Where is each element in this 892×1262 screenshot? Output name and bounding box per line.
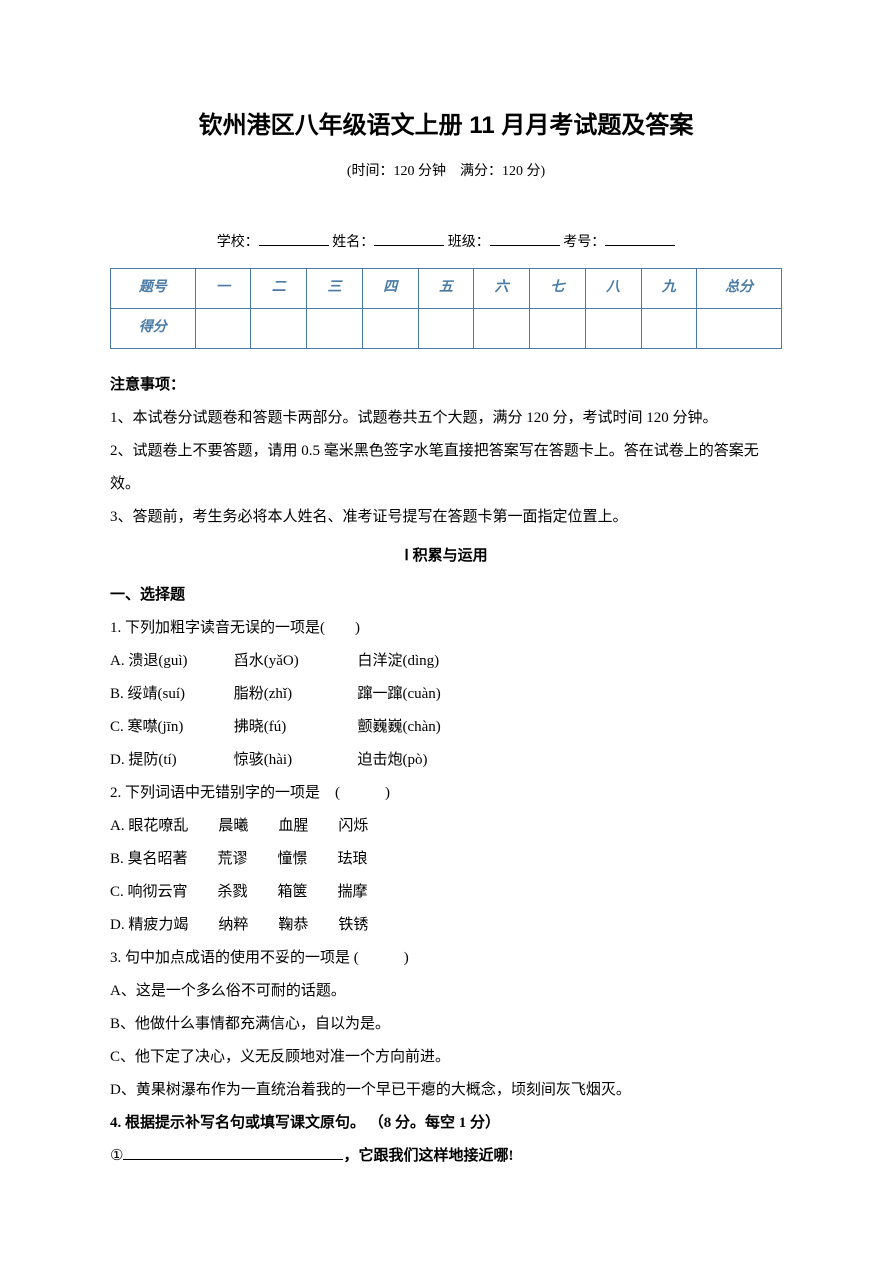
- opt-a-1: A. 溃退(guì): [110, 645, 230, 678]
- q3-opt-a: A、这是一个多么俗不可耐的话题。: [110, 975, 782, 1008]
- opt-c-2: 拂晓(fú): [234, 711, 354, 744]
- q2-opt-a: A. 眼花嘹乱 晨曦 血腥 闪烁: [110, 810, 782, 843]
- fill-blank[interactable]: [123, 1142, 343, 1160]
- q2-opt-d: D. 精疲力竭 纳粹 鞠恭 铁锈: [110, 909, 782, 942]
- opt-a-3: 白洋淀(dìng): [358, 645, 498, 678]
- td-empty[interactable]: [251, 309, 307, 349]
- q1-opt-d: D. 提防(tí) 惊骇(hài) 迫击炮(pò): [110, 744, 782, 777]
- class-blank[interactable]: [490, 228, 560, 246]
- th-4: 四: [362, 269, 418, 309]
- opt-d-3: 迫击炮(pò): [358, 744, 498, 777]
- td-empty[interactable]: [697, 309, 782, 349]
- opt-b-3: 蹿一蹿(cuàn): [358, 678, 498, 711]
- th-8: 八: [585, 269, 641, 309]
- q3-opt-d: D、黄果树瀑布作为一直统治着我的一个早已干瘪的大概念，顷刻间灰飞烟灭。: [110, 1074, 782, 1107]
- q2-opt-b: B. 臭名昭著 荒谬 憧憬 珐琅: [110, 843, 782, 876]
- school-label: 学校：: [217, 235, 259, 250]
- q3-stem: 3. 句中加点成语的使用不妥的一项是 ( ): [110, 942, 782, 975]
- class-label: 班级：: [448, 235, 490, 250]
- q4-item-1: ① ，它跟我们这样地接近哪!: [110, 1140, 782, 1173]
- exam-subtitle: (时间：120 分钟 满分：120 分): [110, 157, 782, 188]
- q3-opt-c: C、他下定了决心，义无反顾地对准一个方向前进。: [110, 1041, 782, 1074]
- td-empty[interactable]: [641, 309, 697, 349]
- td-empty[interactable]: [474, 309, 530, 349]
- notice-item: 1、本试卷分试题卷和答题卡两部分。试题卷共五个大题，满分 120 分，考试时间 …: [110, 402, 782, 435]
- q4-stem: 4. 根据提示补写名句或填写课文原句。 （8 分。每空 1 分）: [110, 1107, 782, 1140]
- th-5: 五: [418, 269, 474, 309]
- td-empty[interactable]: [530, 309, 586, 349]
- th-7: 七: [530, 269, 586, 309]
- td-empty[interactable]: [362, 309, 418, 349]
- score-table: 题号 一 二 三 四 五 六 七 八 九 总分 得分: [110, 268, 782, 349]
- q1-opt-c: C. 寒噤(jīn) 拂晓(fú) 颤巍巍(chàn): [110, 711, 782, 744]
- section-title: Ⅰ 积累与运用: [110, 540, 782, 573]
- th-1: 一: [195, 269, 251, 309]
- opt-d-1: D. 提防(tí): [110, 744, 230, 777]
- opt-c-1: C. 寒噤(jīn): [110, 711, 230, 744]
- q4-item-suffix: ，它跟我们这样地接近哪!: [343, 1148, 513, 1164]
- exam-no-blank[interactable]: [605, 228, 675, 246]
- table-score-row: 得分: [111, 309, 782, 349]
- notice-item: 2、试题卷上不要答题，请用 0.5 毫米黑色签字水笔直接把答案写在答题卡上。答在…: [110, 435, 782, 501]
- q2-stem: 2. 下列词语中无错别字的一项是 ( ): [110, 777, 782, 810]
- opt-a-2: 舀水(yǎO): [234, 645, 354, 678]
- th-total: 总分: [697, 269, 782, 309]
- th-label: 题号: [111, 269, 196, 309]
- opt-b-2: 脂粉(zhǐ): [234, 678, 354, 711]
- name-blank[interactable]: [374, 228, 444, 246]
- notice-item: 3、答题前，考生务必将本人姓名、准考证号提写在答题卡第一面指定位置上。: [110, 501, 782, 534]
- opt-d-2: 惊骇(hài): [234, 744, 354, 777]
- th-3: 三: [307, 269, 363, 309]
- q3-opt-b: B、他做什么事情都充满信心，自以为是。: [110, 1008, 782, 1041]
- th-9: 九: [641, 269, 697, 309]
- opt-b-1: B. 绥靖(suí): [110, 678, 230, 711]
- th-6: 六: [474, 269, 530, 309]
- td-empty[interactable]: [307, 309, 363, 349]
- q2-opt-c: C. 响彻云宵 杀戮 箱箧 揣摩: [110, 876, 782, 909]
- exam-no-label: 考号：: [563, 235, 605, 250]
- q1-opt-a: A. 溃退(guì) 舀水(yǎO) 白洋淀(dìng): [110, 645, 782, 678]
- exam-title: 钦州港区八年级语文上册 11 月月考试题及答案: [110, 100, 782, 153]
- opt-c-3: 颤巍巍(chàn): [358, 711, 498, 744]
- school-blank[interactable]: [259, 228, 329, 246]
- td-empty[interactable]: [195, 309, 251, 349]
- notice-title: 注意事项：: [110, 369, 782, 402]
- q1-opt-b: B. 绥靖(suí) 脂粉(zhǐ) 蹿一蹿(cuàn): [110, 678, 782, 711]
- table-header-row: 题号 一 二 三 四 五 六 七 八 九 总分: [111, 269, 782, 309]
- td-score-label: 得分: [111, 309, 196, 349]
- name-label: 姓名：: [332, 235, 374, 250]
- student-info-line: 学校： 姓名： 班级： 考号：: [110, 228, 782, 259]
- th-2: 二: [251, 269, 307, 309]
- q1-stem: 1. 下列加粗字读音无误的一项是( ): [110, 612, 782, 645]
- q4-item-num: ①: [110, 1148, 123, 1164]
- part-title: 一、选择题: [110, 579, 782, 612]
- td-empty[interactable]: [418, 309, 474, 349]
- td-empty[interactable]: [585, 309, 641, 349]
